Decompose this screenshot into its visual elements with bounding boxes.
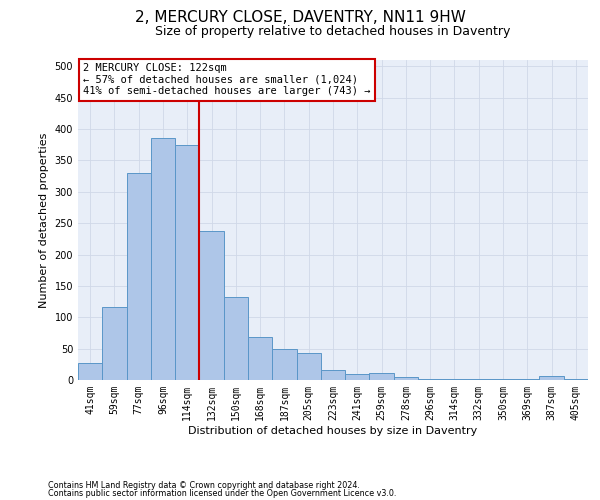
Bar (321, 370, 345, 380)
Title: Size of property relative to detached houses in Daventry: Size of property relative to detached ho… (155, 25, 511, 38)
Y-axis label: Number of detached properties: Number of detached properties (39, 132, 49, 308)
Bar (418, 378, 442, 380)
Bar (127, 173, 151, 380)
Bar (539, 376, 564, 380)
Bar (175, 144, 199, 380)
Bar (370, 373, 394, 380)
Bar (102, 307, 127, 380)
Bar (272, 348, 296, 380)
Bar (78, 363, 102, 380)
Text: 2, MERCURY CLOSE, DAVENTRY, NN11 9HW: 2, MERCURY CLOSE, DAVENTRY, NN11 9HW (134, 10, 466, 25)
Bar (151, 138, 175, 380)
Bar (296, 353, 321, 380)
X-axis label: Distribution of detached houses by size in Daventry: Distribution of detached houses by size … (188, 426, 478, 436)
Text: Contains public sector information licensed under the Open Government Licence v3: Contains public sector information licen… (48, 489, 397, 498)
Bar (345, 374, 370, 380)
Bar (224, 297, 248, 380)
Bar (199, 232, 224, 380)
Bar (394, 377, 418, 380)
Text: Contains HM Land Registry data © Crown copyright and database right 2024.: Contains HM Land Registry data © Crown c… (48, 480, 360, 490)
Bar (248, 338, 272, 380)
Text: 2 MERCURY CLOSE: 122sqm
← 57% of detached houses are smaller (1,024)
41% of semi: 2 MERCURY CLOSE: 122sqm ← 57% of detache… (83, 63, 371, 96)
